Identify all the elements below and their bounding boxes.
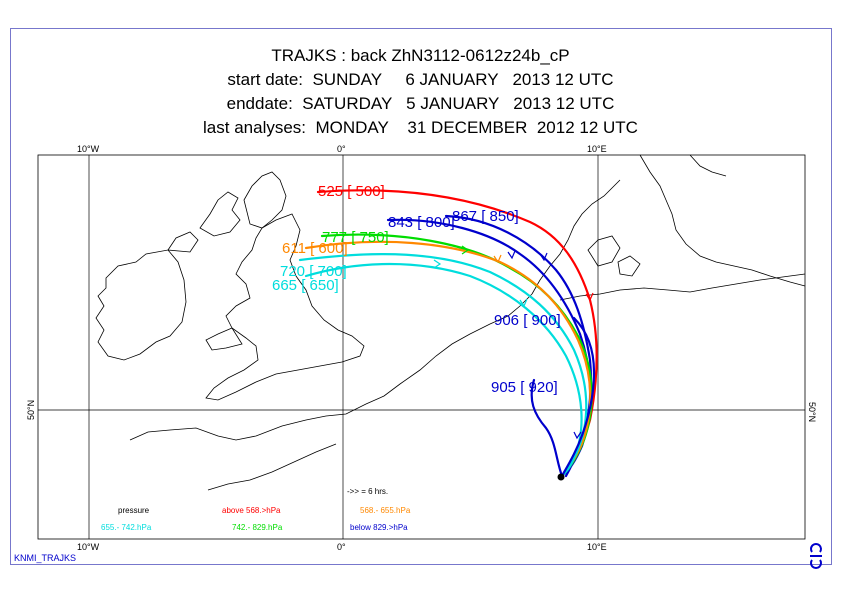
trajectory-611 — [304, 240, 592, 478]
lat-right: 50°N — [807, 402, 817, 422]
figure-frame — [10, 28, 832, 565]
label-665: 665 [ 650] — [272, 277, 339, 294]
trajectory-905 — [530, 378, 564, 478]
legend-item-568-655: 568.- 655.hPa — [360, 506, 411, 515]
title-line-2: start date: SUNDAY 6 JANUARY 2013 12 UTC — [227, 70, 614, 89]
title-line-1: TRAJKS : back ZhN3112-0612z24b_cP — [271, 46, 570, 65]
lon-bottom-10e: 10°E — [587, 542, 607, 552]
legend-item-above: above 568.>hPa — [222, 506, 281, 515]
lon-top-0: 0° — [337, 144, 346, 154]
label-777: 777 [ 750] — [322, 229, 389, 246]
legend-item-742-829: 742.- 829.hPa — [232, 523, 283, 532]
label-906: 906 [ 900] — [494, 312, 561, 329]
graticule — [38, 155, 805, 539]
label-525: 525 [ 500] — [318, 183, 385, 200]
lon-bottom-10w: 10°W — [77, 542, 100, 552]
map-box — [37, 154, 806, 540]
label-867: 867 [ 850] — [452, 208, 519, 225]
ecmwf-logo-icon — [810, 543, 822, 569]
legend-item-below: below 829.>hPa — [350, 523, 408, 532]
trajectory-665 — [304, 262, 583, 478]
legend-item-655-742: 655.- 742.hPa — [101, 523, 152, 532]
label-905: 905 [ 920] — [491, 379, 558, 396]
coastlines — [95, 154, 806, 491]
trajectories — [298, 189, 598, 478]
lon-top-10e: 10°E — [587, 144, 607, 154]
legend-arrow-note: ->> = 6 hrs. — [347, 487, 388, 496]
label-843: 843 [ 800] — [388, 214, 455, 231]
trajectory-labels: 525 [ 500] 867 [ 850] 843 [ 800] 777 [ 7… — [272, 183, 561, 396]
label-611: 611 [ 600] — [282, 240, 348, 257]
title-line-3: enddate: SATURDAY 5 JANUARY 2013 12 UTC — [226, 94, 615, 113]
trajectory-origin — [557, 473, 565, 481]
source-label: KNMI_TRAJKS — [14, 553, 76, 563]
label-720: 720 [ 700] — [280, 263, 347, 280]
lon-top-10w: 10°W — [77, 144, 100, 154]
title-line-4: last analyses: MONDAY 31 DECEMBER 2012 1… — [203, 118, 638, 137]
trajectory-906 — [560, 316, 596, 478]
lat-left: 50°N — [26, 400, 36, 420]
lon-bottom-0: 0° — [337, 542, 346, 552]
time-markers — [433, 245, 594, 440]
axis-labels: 10°W 0° 10°E 10°W 0° 10°E 50°N 50°N — [26, 144, 817, 552]
legend: ->> = 6 hrs. pressure above 568.>hPa 568… — [101, 487, 411, 532]
legend-pressure-label: pressure — [118, 506, 150, 515]
